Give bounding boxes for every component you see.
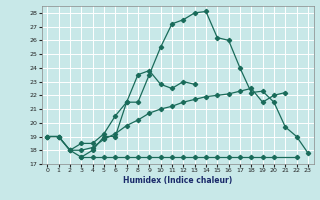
X-axis label: Humidex (Indice chaleur): Humidex (Indice chaleur) [123, 176, 232, 185]
